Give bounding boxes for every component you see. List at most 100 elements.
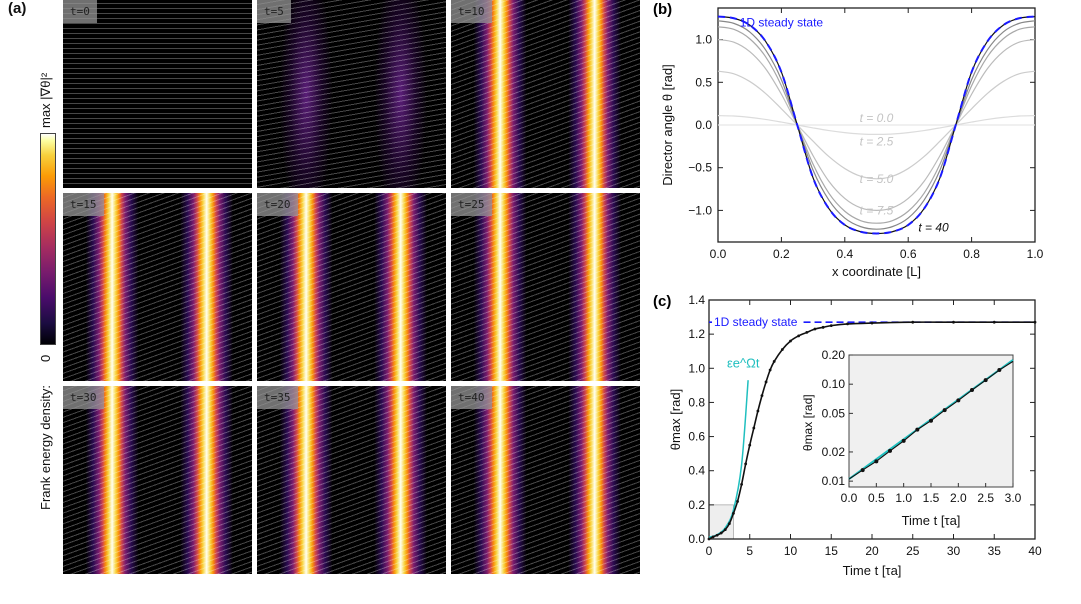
energy-bands xyxy=(257,193,446,381)
snapshot-tile: t=40 xyxy=(451,386,640,574)
time-label: t=40 xyxy=(451,386,492,409)
inset-data-point xyxy=(983,378,988,383)
y-tick-label: −0.5 xyxy=(688,161,712,175)
director-streamlines xyxy=(63,386,252,574)
inset-x-axis-label: Time t [τa] xyxy=(902,513,961,528)
energy-bands xyxy=(63,386,252,574)
inset-data-point xyxy=(874,459,879,464)
steady-state-label: 1D steady state xyxy=(714,315,798,329)
data-point xyxy=(789,339,792,343)
inset-x-tick-label: 0.0 xyxy=(841,491,858,505)
snapshot-tile: t=0 xyxy=(63,0,252,188)
data-point xyxy=(719,531,723,535)
data-point xyxy=(846,322,849,326)
panel-b-label: (b) xyxy=(653,1,672,18)
x-tick-label: 1.0 xyxy=(1027,247,1044,261)
time-label: t=20 xyxy=(257,193,298,216)
x-tick-label: 15 xyxy=(825,544,839,558)
director-streamlines xyxy=(257,0,446,188)
data-point xyxy=(760,394,764,397)
data-point xyxy=(821,325,825,329)
time-label: t=10 xyxy=(451,0,492,23)
data-point xyxy=(870,321,874,325)
energy-bands xyxy=(451,0,640,188)
energy-bands xyxy=(63,193,252,381)
inset-y-axis-label: θmax [rad] xyxy=(801,394,815,451)
x-tick-label: 5 xyxy=(746,544,753,558)
y-tick-label: 0.0 xyxy=(695,118,712,132)
data-point xyxy=(764,380,768,384)
snapshot-tile: t=20 xyxy=(257,193,446,381)
time-label: t=30 xyxy=(63,386,104,409)
fit-label: εe^Ωt xyxy=(727,355,760,370)
inset-x-tick-label: 3.0 xyxy=(1005,491,1022,505)
data-point xyxy=(1033,320,1037,324)
inset-data-point xyxy=(956,398,961,403)
director-streamlines xyxy=(451,0,640,188)
y-tick-label: 1.2 xyxy=(688,327,705,341)
snapshot-tile: t=10 xyxy=(451,0,640,188)
x-tick-label: 35 xyxy=(988,544,1002,558)
series-label: t = 2.5 xyxy=(860,134,894,148)
director-streamlines xyxy=(257,193,446,381)
inset-data-point xyxy=(915,427,920,432)
director-streamlines xyxy=(451,193,640,381)
x-tick-label: 0.4 xyxy=(836,247,853,261)
inset-data-point xyxy=(888,448,892,453)
time-label: t=35 xyxy=(257,386,298,409)
inset-y-tick-label: 0.10 xyxy=(822,377,846,391)
y-axis-label: Director angle θ [rad] xyxy=(660,64,675,185)
series-label: t = 40 xyxy=(918,220,949,234)
y-tick-label: 0.8 xyxy=(688,395,705,409)
y-tick-label: 0.6 xyxy=(688,430,705,444)
inset-x-tick-label: 1.5 xyxy=(923,491,940,505)
time-label: t=15 xyxy=(63,193,104,216)
data-point xyxy=(736,500,739,503)
series-line xyxy=(717,20,1036,230)
colorbar xyxy=(40,133,56,345)
energy-bands xyxy=(451,386,640,574)
y-tick-label: 0.0 xyxy=(688,532,705,546)
data-point xyxy=(748,443,752,447)
inset-data-point xyxy=(942,408,947,413)
director-streamlines xyxy=(63,193,252,381)
series-label: t = 7.5 xyxy=(860,203,894,217)
inset-x-tick-label: 0.5 xyxy=(868,491,885,505)
series-line xyxy=(717,70,1036,180)
series-label: t = 5.0 xyxy=(860,172,894,186)
inset-data-point xyxy=(929,418,933,423)
data-point xyxy=(740,482,743,486)
inset-y-tick-label: 0.02 xyxy=(822,445,846,459)
series-label: t = 0.0 xyxy=(860,111,894,125)
x-tick-label: 0.8 xyxy=(963,247,980,261)
y-tick-label: 1.0 xyxy=(688,361,705,375)
data-point xyxy=(911,320,915,324)
series-label: 1D steady state xyxy=(740,16,824,30)
y-tick-label: 0.2 xyxy=(688,498,705,512)
y-tick-label: 0.4 xyxy=(688,464,705,478)
inset-x-tick-label: 2.0 xyxy=(950,491,967,505)
x-tick-label: 10 xyxy=(784,544,798,558)
time-label: t=25 xyxy=(451,193,492,216)
data-point xyxy=(744,462,748,466)
director-streamlines xyxy=(63,0,252,188)
snapshot-tile: t=25 xyxy=(451,193,640,381)
time-label: t=5 xyxy=(257,0,291,23)
data-point xyxy=(992,320,996,324)
inset-y-tick-label: 0.20 xyxy=(822,348,846,362)
inset-y-tick-label: 0.05 xyxy=(822,406,846,420)
panel-c-label: (c) xyxy=(653,293,671,310)
x-tick-label: 0.0 xyxy=(710,247,727,261)
x-tick-label: 40 xyxy=(1028,544,1042,558)
x-tick-label: 30 xyxy=(947,544,961,558)
data-point xyxy=(732,511,735,515)
data-point xyxy=(715,533,719,537)
data-point xyxy=(797,334,801,338)
series-line xyxy=(717,115,1036,135)
inset-data-point xyxy=(901,438,906,443)
snapshot-tile: t=5 xyxy=(257,0,446,188)
x-tick-label: 0.2 xyxy=(773,247,790,261)
data-point xyxy=(711,535,715,539)
inset-data-point xyxy=(860,468,865,473)
inset-data-point xyxy=(997,368,1002,373)
